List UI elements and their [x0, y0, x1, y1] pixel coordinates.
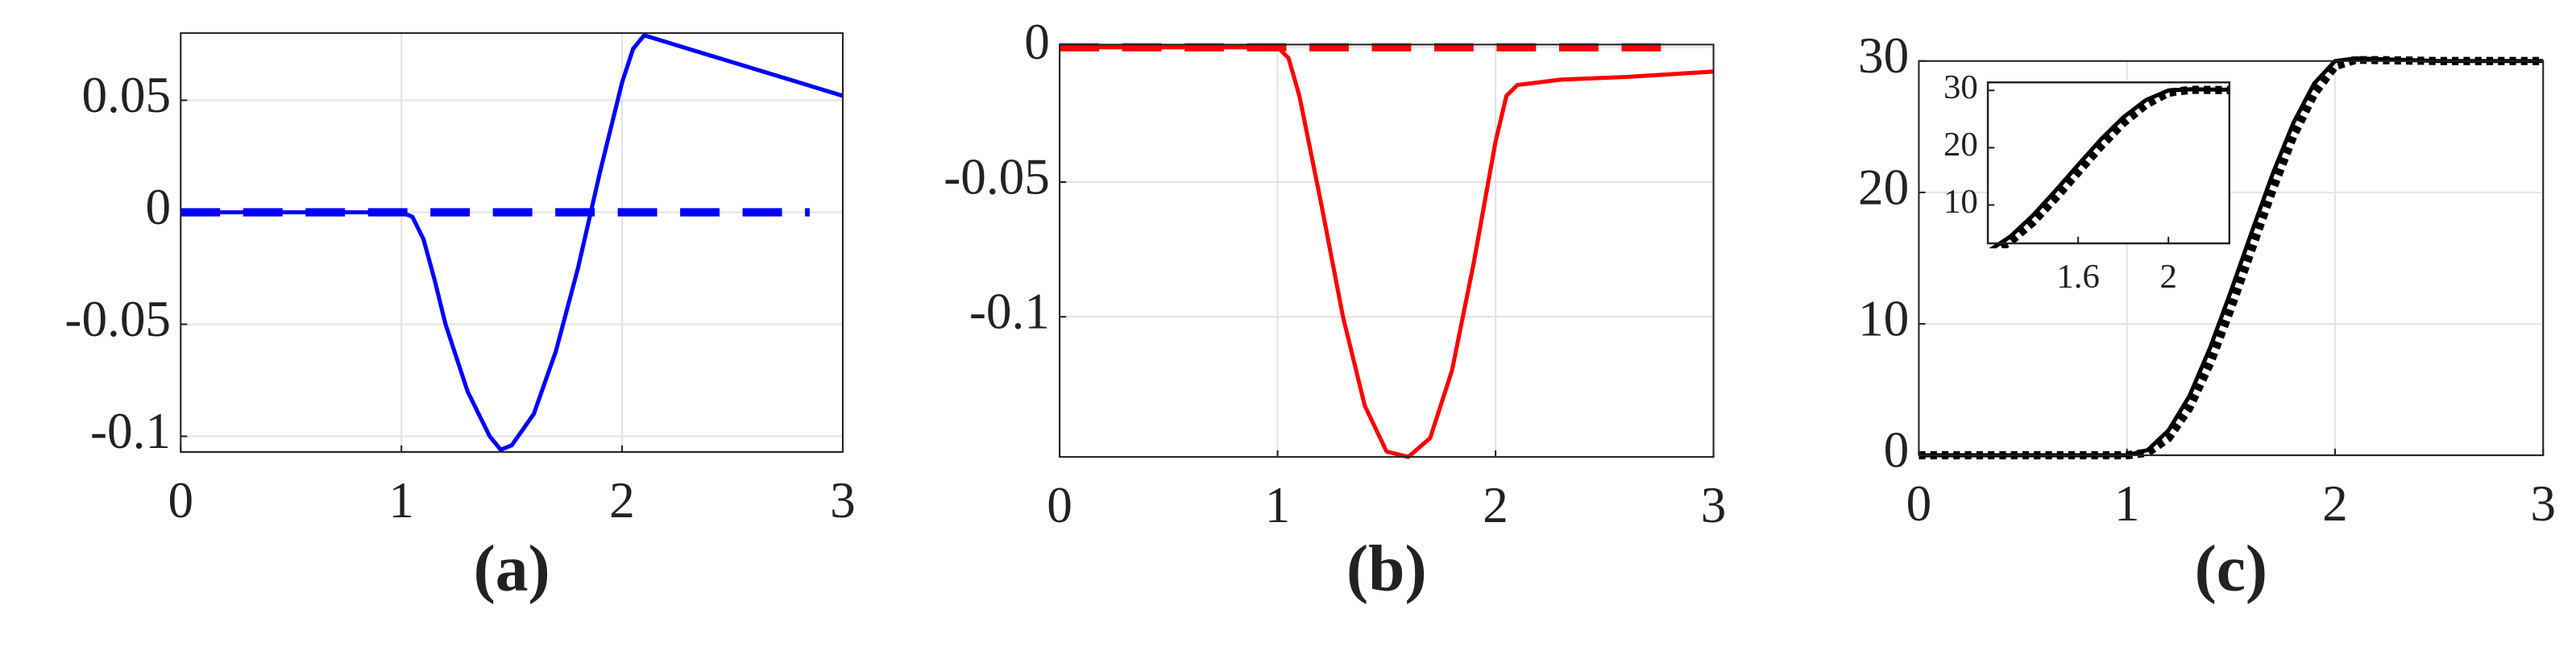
- y-tick-label: 0: [145, 179, 171, 235]
- y-tick-label: -0.05: [944, 148, 1050, 205]
- y-tick-label: 30: [1943, 68, 1978, 106]
- y-tick-label: -0.05: [64, 291, 171, 347]
- y-tick-label: 0: [1024, 14, 1050, 70]
- caption: (a): [474, 532, 550, 605]
- y-tick-label: -0.1: [969, 284, 1050, 340]
- x-tick-label: 3: [1701, 477, 1727, 533]
- axes-frame: [1059, 44, 1715, 458]
- y-tick-label: 20: [1858, 159, 1909, 215]
- axes-frame: [180, 32, 844, 454]
- y-tick-label: 20: [1943, 126, 1978, 164]
- inset-frame: [1986, 81, 2231, 245]
- x-tick-label: 1: [1265, 477, 1291, 533]
- x-tick-label: 2: [1483, 477, 1508, 533]
- plot-area: [1988, 82, 2230, 244]
- y-tick-label: 10: [1943, 183, 1978, 221]
- y-tick-label: 30: [1858, 27, 1909, 84]
- x-tick-label: 0: [1047, 477, 1072, 533]
- data-line: [1919, 56, 2544, 460]
- plot-area: [180, 33, 843, 452]
- x-tick-label: 3: [830, 472, 856, 529]
- plot-area: [1060, 44, 1714, 458]
- y-tick-label: -0.1: [90, 403, 171, 459]
- x-tick-label: 2: [609, 472, 635, 529]
- y-tick-label: 0: [1884, 422, 1910, 479]
- x-tick-label: 2: [2159, 258, 2176, 296]
- y-tick-label: 10: [1858, 290, 1909, 346]
- x-tick-label: 0: [1906, 475, 1932, 532]
- x-tick-label: 0: [168, 472, 193, 529]
- data-line: [180, 33, 843, 452]
- x-tick-label: 2: [2322, 475, 2348, 532]
- caption: (c): [2195, 532, 2268, 605]
- x-tick-label: 1.6: [2056, 258, 2100, 296]
- y-tick-label: 0.05: [81, 67, 171, 123]
- x-tick-label: 1: [388, 472, 414, 529]
- axes-frame: [1918, 60, 2545, 457]
- caption: (b): [1346, 532, 1427, 605]
- x-tick-label: 1: [2114, 475, 2140, 532]
- data-line: [1989, 87, 2230, 249]
- x-tick-label: 3: [2530, 475, 2556, 532]
